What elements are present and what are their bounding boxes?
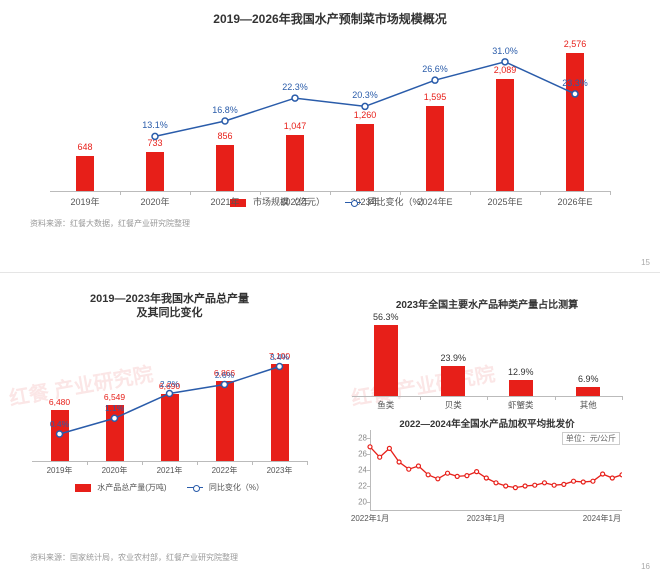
legend-line-label: 同比变化（%） (209, 483, 264, 492)
chart2-source: 资料来源：国家统计局，农业农村部，红餐产业研究院整理 (30, 552, 238, 563)
legend-bar-swatch (75, 484, 91, 492)
chart2-plot: 6,4802019年6,5492020年6,6902021年6,8662022年… (32, 326, 307, 461)
chart2-legend-bar: 水产品总产量(万吨) (75, 482, 167, 493)
chart4-title: 2022—2024年全国水产品加权平均批发价 (352, 416, 622, 430)
chart1-plot: 6482019年7332020年8562021年1,0472022年1,2602… (50, 41, 610, 191)
separator (0, 272, 660, 273)
chart2-legend: 水产品总产量(万吨) 同比变化（%） (32, 482, 307, 493)
chart2-legend-line: 同比变化（%） (187, 482, 264, 493)
chart1-title: 2019—2026年我国水产预制菜市场规模概况 (0, 0, 660, 31)
chart1-legend-bar: 市场规模（亿元） (230, 195, 325, 208)
chart4-plot: 2022242628单位：元/公斤2022年1月2023年1月2024年1月 (352, 430, 622, 510)
chart2-title: 2019—2023年我国水产品总产量 及其同比变化 (32, 292, 307, 321)
legend-line-swatch (187, 487, 203, 488)
chart3-plot: 56.3%鱼类23.9%贝类12.9%虾蟹类6.9%其他 (352, 318, 622, 396)
legend-bar-label: 水产品总产量(万吨) (97, 483, 166, 492)
chart3-title: 2023年全国主要水产品种类产量占比测算 (352, 296, 622, 311)
chart1-source: 资料来源：红餐大数据，红餐产业研究院整理 (30, 218, 660, 229)
page: 2019—2026年我国水产预制菜市场规模概况 6482019年7332020年… (0, 0, 660, 585)
legend-line-swatch (345, 202, 361, 203)
chart2-pagenum: 16 (641, 562, 650, 571)
chart1-pagenum: 15 (641, 258, 650, 267)
